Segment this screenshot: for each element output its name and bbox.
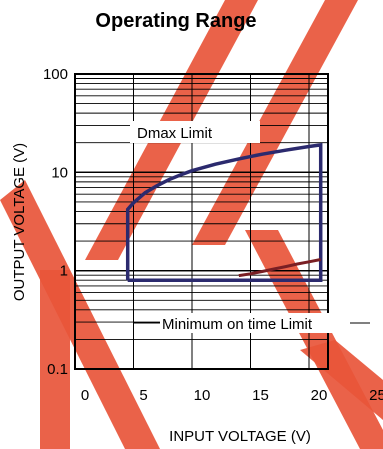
watermark-stroke	[192, 0, 358, 245]
x-axis-label: INPUT VOLTAGE (V)	[169, 428, 311, 445]
annotation-dmax-limit: Dmax Limit	[137, 125, 213, 142]
series-minimum-on-time-curve	[238, 258, 321, 278]
x-tick-label: 5	[139, 387, 147, 404]
x-tick-label: 0	[81, 387, 89, 404]
series-layer	[125, 142, 323, 282]
y-tick-label: 100	[43, 66, 68, 83]
y-tick-label: 1	[60, 263, 68, 280]
annotation-minimum-on-time-limit: Minimum on time Limit	[162, 316, 313, 333]
y-tick-label: 10	[51, 164, 68, 181]
annotation-dmax-bg	[130, 121, 260, 143]
tick-labels: 0 5 10 15 20 25 0.1 1 10 100	[43, 66, 383, 404]
series-operating-boundary	[125, 142, 323, 282]
watermark-stroke	[40, 270, 70, 449]
y-tick-label: 0.1	[47, 361, 68, 378]
x-tick-label: 15	[252, 387, 269, 404]
x-tick-label: 20	[311, 387, 328, 404]
plot-frame	[74, 73, 329, 370]
chart-title: Operating Range	[95, 10, 256, 32]
y-axis-label: OUTPUT VOLTAGE (V)	[11, 143, 28, 301]
x-tick-label: 10	[194, 387, 211, 404]
watermark-stroke	[0, 180, 160, 449]
watermark-stroke	[300, 340, 383, 420]
annotations: Dmax Limit Minimum on time Limit	[130, 121, 370, 333]
annotation-min-on-time-bg	[160, 313, 350, 333]
x-tick-label: 25	[369, 387, 383, 404]
